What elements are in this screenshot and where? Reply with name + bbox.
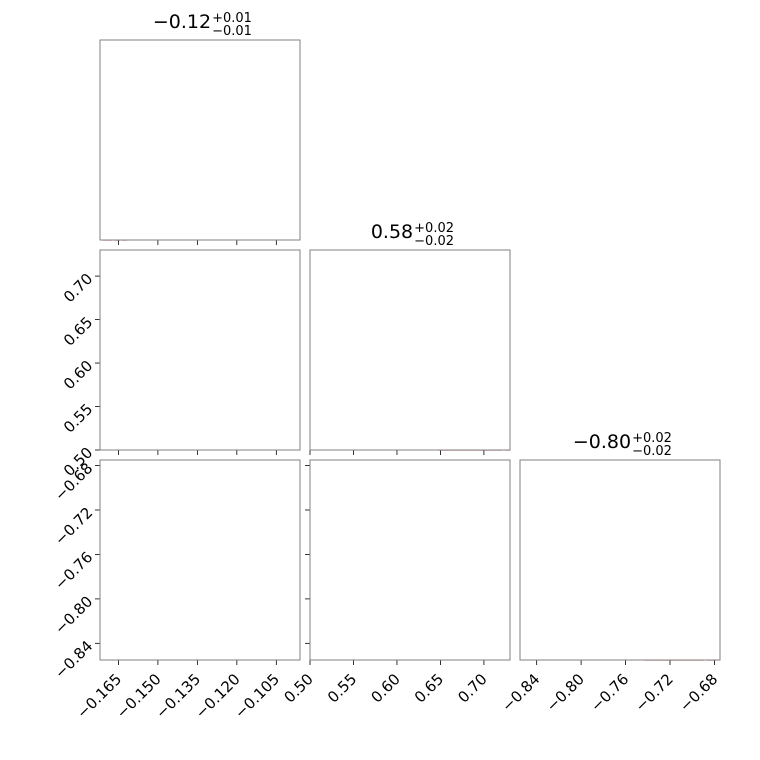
- hist-frame-2: [309, 249, 511, 451]
- param-title-2: 0.58: [371, 221, 413, 243]
- param-err-minus-2: −0.02: [414, 234, 454, 249]
- x-tick-label: −0.105: [231, 670, 283, 722]
- param-err-minus-1: −0.01: [212, 24, 252, 39]
- y-tick-label: −0.80: [51, 593, 96, 638]
- x-tick-label: 0.50: [280, 670, 316, 706]
- y-tick-label: 0.60: [60, 357, 96, 393]
- hist-frame-3: [519, 459, 721, 661]
- scatter-frame-2: [99, 459, 301, 661]
- y-tick-label: −0.76: [51, 548, 96, 593]
- y-tick-label: −0.72: [51, 504, 96, 549]
- param-err-plus-2: +0.02: [414, 221, 454, 236]
- y-tick-label: 0.65: [60, 313, 96, 349]
- param-err-plus-1: +0.01: [212, 11, 252, 26]
- param-title-3: −0.80: [573, 431, 631, 453]
- x-tick-label: 0.55: [324, 670, 360, 706]
- x-tick-label: −0.80: [543, 670, 588, 715]
- scatter-frame-3: [309, 459, 511, 661]
- x-tick-label: 0.70: [454, 670, 490, 706]
- x-tick-label: −0.68: [676, 670, 721, 715]
- y-tick-label: 0.55: [60, 400, 96, 436]
- y-tick-label: 0.70: [60, 270, 96, 306]
- hist-frame-1: [99, 39, 301, 241]
- x-tick-label: 0.60: [367, 670, 403, 706]
- param-err-minus-3: −0.02: [632, 444, 672, 459]
- x-tick-label: −0.72: [632, 670, 677, 715]
- x-tick-label: −0.84: [498, 670, 543, 715]
- x-tick-label: 0.65: [411, 670, 447, 706]
- param-err-plus-3: +0.02: [632, 431, 672, 446]
- x-tick-label: −0.76: [587, 670, 632, 715]
- param-title-1: −0.12: [153, 11, 211, 33]
- y-tick-label: −0.84: [51, 637, 96, 682]
- scatter-frame-1: [99, 249, 301, 451]
